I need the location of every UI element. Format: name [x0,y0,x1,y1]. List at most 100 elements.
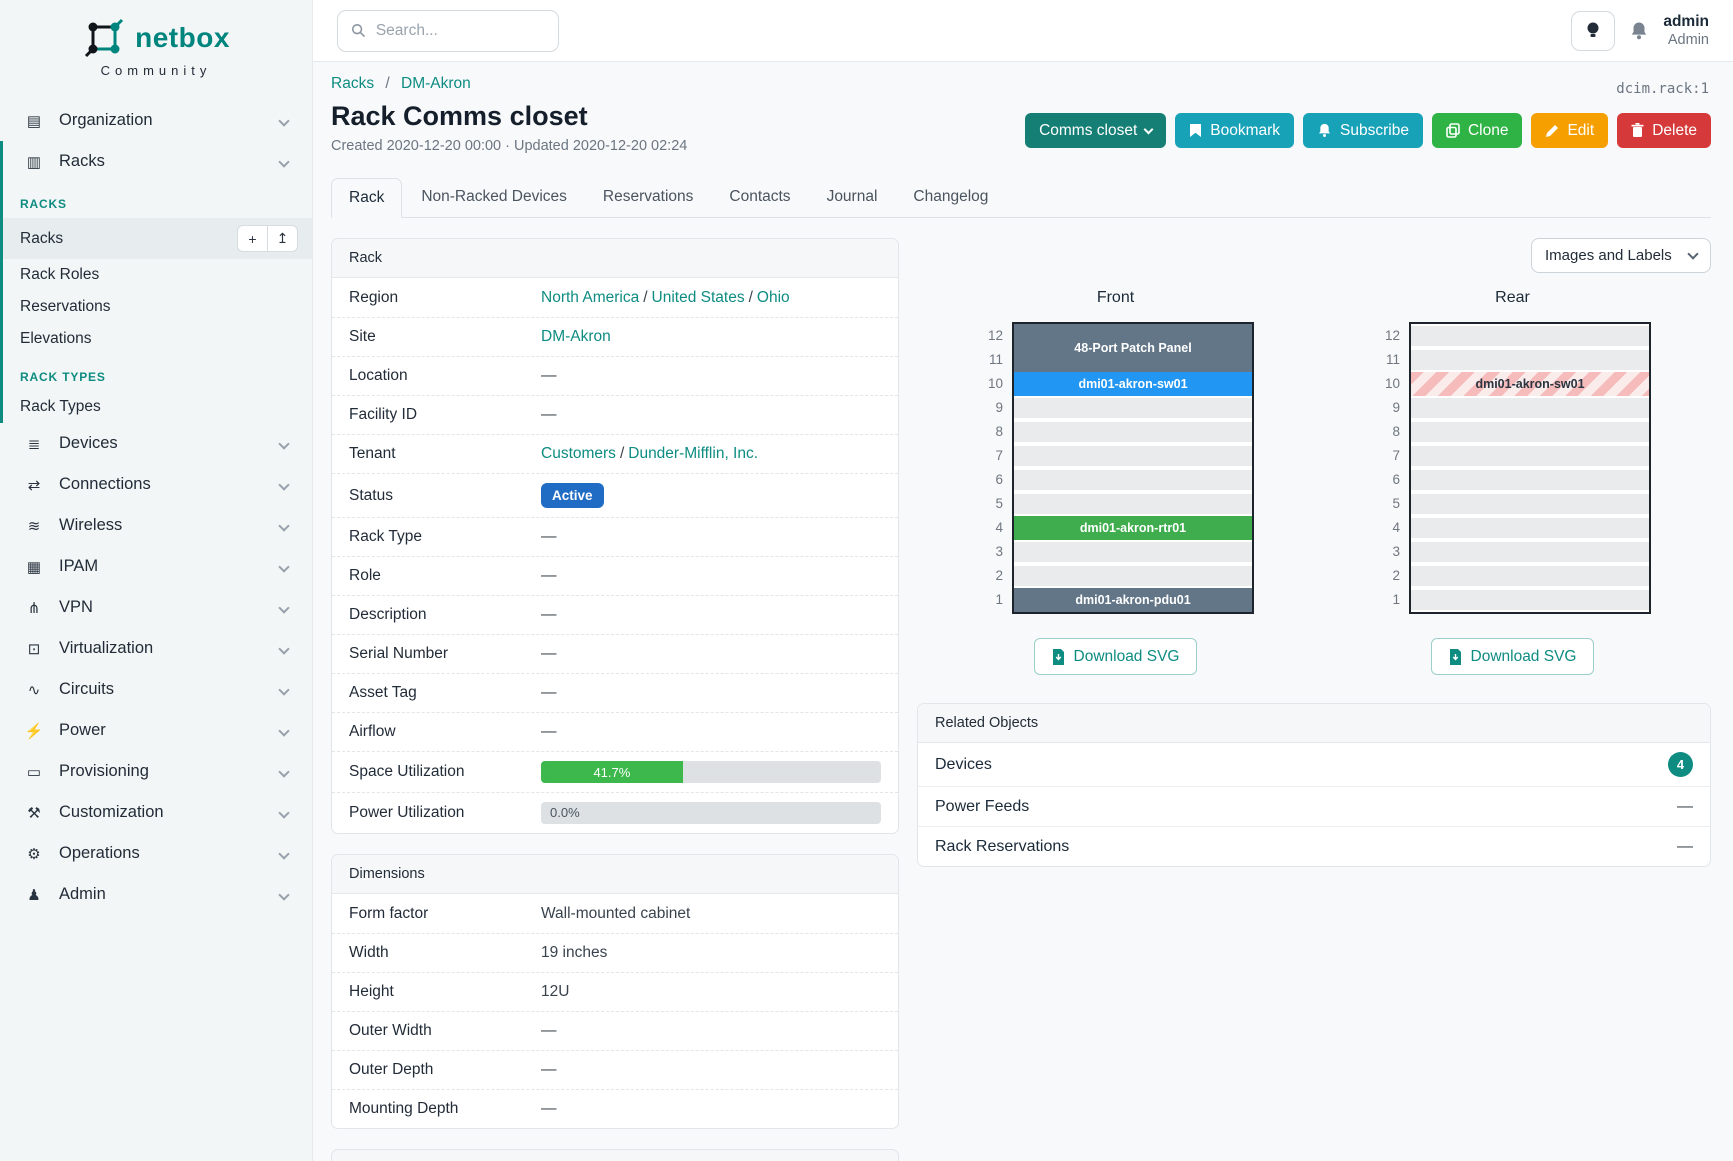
sidebar-item-customization[interactable]: ⚒ Customization [0,792,312,833]
sidebar-item-rack-roles[interactable]: Rack Roles [20,266,100,283]
attr-row-location: Location — [332,356,898,395]
wireless-icon: ≋ [27,517,41,535]
united-states-link[interactable]: United States [651,288,745,306]
theme-toggle-button[interactable] [1571,10,1616,51]
rear-elevation: Rear 12 11 10 9 8 7 6 5 4 3 2 1 dmi01-akron-sw01 Dow… [1374,289,1651,675]
sidebar-item-reservations[interactable]: Reservations [20,298,111,315]
attr-row-status: Status Active [332,473,898,517]
attr-row-width: Width 19 inches [332,933,898,972]
devices-icon: ≣ [27,435,41,453]
attr-row-outer-depth: Outer Depth — [332,1050,898,1089]
pencil-icon [1546,124,1559,137]
sidebar-item-organization[interactable]: ▤ Organization [0,100,312,141]
ohio-link[interactable]: Ohio [756,288,790,306]
unit-numbers: 12 11 10 9 8 7 6 5 4 3 2 1 [1384,328,1400,607]
rack-unit-empty [1411,516,1649,540]
clone-button[interactable]: Clone [1431,113,1523,148]
chevron-down-icon [278,519,290,532]
rack-unit-empty [1411,444,1649,468]
breadcrumb-site-link[interactable]: DM-Akron [401,75,471,92]
chevron-down-icon [278,560,290,573]
attr-row-serial-number: Serial Number — [332,634,898,673]
add-button[interactable]: + [237,225,268,252]
sidebar-item-rack-types[interactable]: Rack Types [20,398,101,415]
chevron-down-icon [278,806,290,819]
user-menu[interactable]: admin Admin [1663,12,1709,50]
rack-unit-empty [1411,396,1649,420]
tab-rack[interactable]: Rack [331,178,403,218]
rack-unit-device[interactable]: dmi01-akron-pdu01 [1014,588,1252,612]
sidebar-item-operations[interactable]: ⚙ Operations [0,833,312,874]
sidebar-item-connections[interactable]: ⇄ Connections [0,464,312,505]
trash-icon [1631,123,1644,137]
sidebar-item-circuits[interactable]: ∿ Circuits [0,669,312,710]
sidebar-item-devices[interactable]: ≣ Devices [0,423,312,464]
sidebar-item-vpn[interactable]: ⋔ VPN [0,587,312,628]
sidebar-item-elevations[interactable]: Elevations [20,330,92,347]
dm-akron-link[interactable]: DM-Akron [541,328,611,345]
rack-group-button[interactable]: Comms closet [1025,113,1167,148]
breadcrumb-racks-link[interactable]: Racks [331,75,375,92]
tab-non-racked-devices[interactable]: Non-Racked Devices [421,188,567,205]
sidebar-item-ipam[interactable]: ▦ IPAM [0,546,312,587]
sidebar-group-label: RACKS [20,197,67,211]
bell-plus-icon [1319,123,1331,137]
front-elevation: Front 12 11 10 9 8 7 6 5 4 3 2 1 48-Port Patch Panel… [977,289,1254,675]
customers-link[interactable]: Customers [541,445,616,462]
rack-unit-empty [1411,324,1649,348]
dunder-mifflin-inc-link[interactable]: Dunder-Mifflin, Inc. [628,445,759,462]
sidebar-item-admin[interactable]: ♟ Admin [0,874,312,915]
north-america-link[interactable]: North America [541,288,640,306]
elevation-view-dropdown[interactable]: Images and Labels [1531,238,1711,273]
unit-numbers: 12 11 10 9 8 7 6 5 4 3 2 1 [987,328,1003,607]
notifications-button[interactable] [1630,21,1648,41]
bookmark-icon [1190,124,1202,137]
chevron-down-icon [278,642,290,655]
rack-unit-empty [1411,348,1649,372]
download-svg-rear-button[interactable]: Download SVG [1430,638,1595,675]
sidebar: netbox Community ▤ Organization ▥ Racks RACK… [0,0,313,1161]
sidebar-item-racks[interactable]: Racks + ↥ [3,218,312,259]
bookmark-button[interactable]: Bookmark [1175,113,1295,148]
subscribe-button[interactable]: Subscribe [1303,113,1423,148]
chevron-down-icon [278,114,290,127]
organization-icon: ▤ [26,112,42,130]
rack-elevation: 48-Port Patch Panel dmi01-akron-sw01 dmi01… [1012,322,1254,614]
related-row-devices[interactable]: Devices 4 [918,743,1710,786]
rack-unit-device[interactable]: 48-Port Patch Panel [1014,324,1252,372]
brand-name: netbox [135,22,230,53]
delete-button[interactable]: Delete [1617,113,1711,148]
left-column: Rack Region North America / United States… [331,238,899,1161]
dimensions-card-header: Dimensions [332,855,898,894]
rack-attributes: Region North America / United States / Oh… [332,278,898,833]
file-download-icon [1449,648,1461,665]
sidebar-item-wireless[interactable]: ≋ Wireless [0,505,312,546]
related-row-rack-reservations[interactable]: Rack Reservations — [918,826,1710,866]
vpn-icon: ⋔ [27,599,41,617]
rack-unit-device[interactable]: dmi01-akron-sw01 [1411,372,1649,396]
tab-contacts[interactable]: Contacts [729,188,791,205]
rack-unit-empty [1411,420,1649,444]
rack-unit-empty [1014,396,1252,420]
related-row-power-feeds[interactable]: Power Feeds — [918,786,1710,826]
search-input[interactable] [375,21,545,40]
sidebar-item-virtualization[interactable]: ⊡ Virtualization [0,628,312,669]
tab-reservations[interactable]: Reservations [602,188,694,205]
tab-journal[interactable]: Journal [826,188,878,205]
search-box[interactable] [337,9,559,52]
tab-changelog[interactable]: Changelog [913,188,989,205]
right-column: Images and Labels Front 12 11 10 9 8 7 6 5 4 3 2 1 4… [917,238,1711,867]
netbox-logo[interactable]: netbox Community [0,16,312,78]
rack-unit-device[interactable]: dmi01-akron-sw01 [1014,372,1252,396]
attr-row-tenant: Tenant Customers / Dunder-Mifflin, Inc. [332,434,898,473]
download-svg-front-button[interactable]: Download SVG [1033,638,1198,675]
edit-button[interactable]: Edit [1531,113,1609,148]
sidebar-item-racks[interactable]: ▥ Racks [3,141,312,182]
object-type-label: dcim.rack:1 [1616,81,1709,97]
rack-unit-empty [1014,564,1252,588]
import-button[interactable]: ↥ [267,225,298,252]
rack-unit-device[interactable]: dmi01-akron-rtr01 [1014,516,1252,540]
chevron-down-icon [1143,124,1154,134]
sidebar-item-power[interactable]: ⚡ Power [0,710,312,751]
sidebar-item-provisioning[interactable]: ▭ Provisioning [0,751,312,792]
